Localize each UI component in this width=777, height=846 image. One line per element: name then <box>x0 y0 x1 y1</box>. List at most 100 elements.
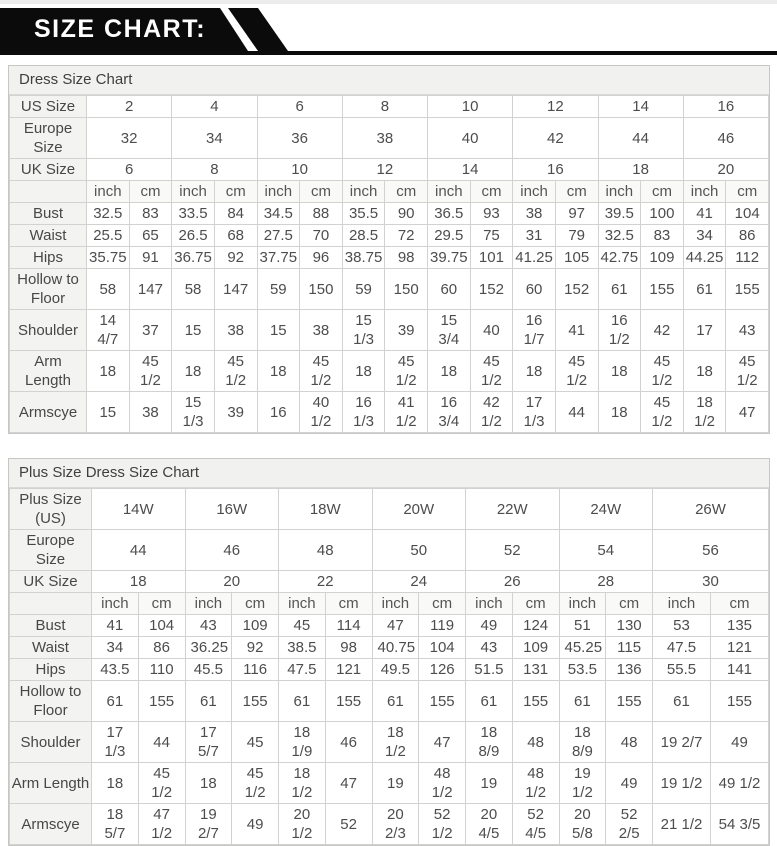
unit-cell: inch <box>512 180 556 203</box>
unit-cell: inch <box>371 592 420 615</box>
measure-value-cell: 47 <box>725 391 769 433</box>
measure-value-cell: 45 <box>231 721 279 763</box>
measure-value-cell: 65 <box>128 224 173 247</box>
size-value-cell: 40 <box>426 117 514 159</box>
measure-value-cell: 36.75 <box>171 246 215 269</box>
measure-value-cell: 18 <box>86 350 130 392</box>
measure-value-cell: 18 <box>341 350 386 392</box>
size-value-cell: 24W <box>558 488 653 530</box>
row-label: Arm Length <box>9 350 87 392</box>
measure-value-cell: 40 1/2 <box>299 391 343 433</box>
size-value-cell: 46 <box>682 117 770 159</box>
measure-value-cell: 41 1/2 <box>384 391 428 433</box>
size-value-cell: 18W <box>278 488 373 530</box>
measure-value-cell: 45 1/2 <box>469 350 514 392</box>
size-row: UK Size 6 8 10 12 14 16 18 20 <box>9 158 770 181</box>
measure-value-cell: 48 1/2 <box>511 762 560 804</box>
measure-value-cell: 18 1/2 <box>371 721 420 763</box>
dress-size-table: US Size 2 4 6 8 10 12 14 16 Europe Size 32 34 36 38 40… <box>9 95 770 433</box>
measure-value-cell: 16 1/2 <box>597 309 642 351</box>
measure-value-cell: 109 <box>640 246 684 269</box>
measure-value-cell: 59 <box>341 268 386 310</box>
unit-cell: inch <box>465 592 513 615</box>
measure-value-cell: 18 8/9 <box>465 721 513 763</box>
measure-value-cell: 155 <box>710 680 769 722</box>
measure-value-cell: 131 <box>511 658 560 681</box>
measure-value-cell: 60 <box>512 268 556 310</box>
measure-value-cell: 83 <box>640 224 684 247</box>
measure-row: Hips 43.5 110 45.5 116 47.5 121 49.5 126 51.5 131 5… <box>9 658 769 681</box>
measure-value-cell: 34 <box>91 636 139 659</box>
measure-value-cell: 93 <box>469 202 514 225</box>
measure-value-cell: 75 <box>469 224 514 247</box>
measure-value-cell: 47.5 <box>652 636 711 659</box>
banner-title: SIZE CHART: <box>34 15 207 43</box>
measure-value-cell: 42 1/2 <box>469 391 514 433</box>
unit-cell: inch <box>86 180 130 203</box>
measure-value-cell: 47.5 <box>278 658 326 681</box>
size-value-cell: 12 <box>512 95 599 118</box>
measure-value-cell: 26.5 <box>171 224 215 247</box>
size-value-cell: 50 <box>371 529 466 571</box>
measure-value-cell: 119 <box>418 614 466 637</box>
size-chart-banner: SIZE CHART: <box>0 8 777 55</box>
unit-cell: inch <box>652 592 711 615</box>
measure-value-cell: 52 4/5 <box>511 803 560 845</box>
measure-value-cell: 91 <box>128 246 173 269</box>
measure-value-cell: 116 <box>231 658 279 681</box>
top-stripe <box>0 0 777 4</box>
size-value-cell: 12 <box>341 158 429 181</box>
measure-value-cell: 70 <box>299 224 343 247</box>
size-row: US Size 2 4 6 8 10 12 14 16 <box>9 95 770 118</box>
size-value-cell: 6 <box>256 95 343 118</box>
size-value-cell: 14W <box>91 488 186 530</box>
measure-value-cell: 48 <box>511 721 560 763</box>
size-row: Europe Size 44 46 48 50 52 54 56 <box>9 529 769 571</box>
size-value-cell: 2 <box>85 95 173 118</box>
measure-value-cell: 49.5 <box>371 658 420 681</box>
measure-value-cell: 155 <box>511 680 560 722</box>
measure-value-cell: 61 <box>682 268 727 310</box>
measure-value-cell: 35.75 <box>86 246 130 269</box>
size-value-cell: 34 <box>171 117 258 159</box>
size-value-cell: 20 <box>184 570 279 593</box>
unit-cell: inch <box>341 180 386 203</box>
unit-cell: cm <box>299 180 343 203</box>
measure-value-cell: 39.5 <box>597 202 642 225</box>
measure-value-cell: 86 <box>725 224 769 247</box>
measure-value-cell: 20 1/2 <box>278 803 326 845</box>
measure-row: Hollow to Floor 58 147 58 147 59 150 59 150 60 152… <box>9 268 769 310</box>
row-label: Shoulder <box>9 309 87 351</box>
unit-cell: cm <box>554 180 599 203</box>
measure-value-cell: 61 <box>278 680 326 722</box>
measure-value-cell: 47 <box>371 614 420 637</box>
measure-value-cell: 19 1/2 <box>652 762 711 804</box>
measure-value-cell: 45 1/2 <box>384 350 428 392</box>
measure-value-cell: 44.25 <box>682 246 727 269</box>
measure-value-cell: 83 <box>128 202 173 225</box>
measure-value-cell: 126 <box>418 658 466 681</box>
measure-value-cell: 155 <box>725 268 769 310</box>
unit-row: inch cm inch cm inch cm inch cm inch cm inch cm inch… <box>9 180 769 203</box>
measure-row: Bust 41 104 43 109 45 114 47 119 49 124 51 130 53 135 <box>9 614 769 637</box>
measure-value-cell: 19 1/2 <box>558 762 607 804</box>
measure-value-cell: 17 1/3 <box>91 721 139 763</box>
size-value-cell: 18 <box>91 570 186 593</box>
measure-value-cell: 18 <box>597 391 642 433</box>
measure-value-cell: 18 <box>184 762 233 804</box>
unit-cell: inch <box>682 180 727 203</box>
measure-value-cell: 97 <box>554 202 599 225</box>
size-value-cell: 6 <box>85 158 173 181</box>
measure-value-cell: 90 <box>384 202 428 225</box>
measure-value-cell: 15 1/3 <box>171 391 215 433</box>
unit-cell: cm <box>213 180 258 203</box>
measure-value-cell: 15 3/4 <box>427 309 471 351</box>
unit-cell: cm <box>418 592 466 615</box>
measure-value-cell: 136 <box>605 658 653 681</box>
measure-value-cell: 45 1/2 <box>299 350 343 392</box>
measure-value-cell: 19 <box>465 762 513 804</box>
measure-value-cell: 19 2/7 <box>652 721 711 763</box>
measure-value-cell: 152 <box>469 268 514 310</box>
measure-value-cell: 17 <box>682 309 727 351</box>
